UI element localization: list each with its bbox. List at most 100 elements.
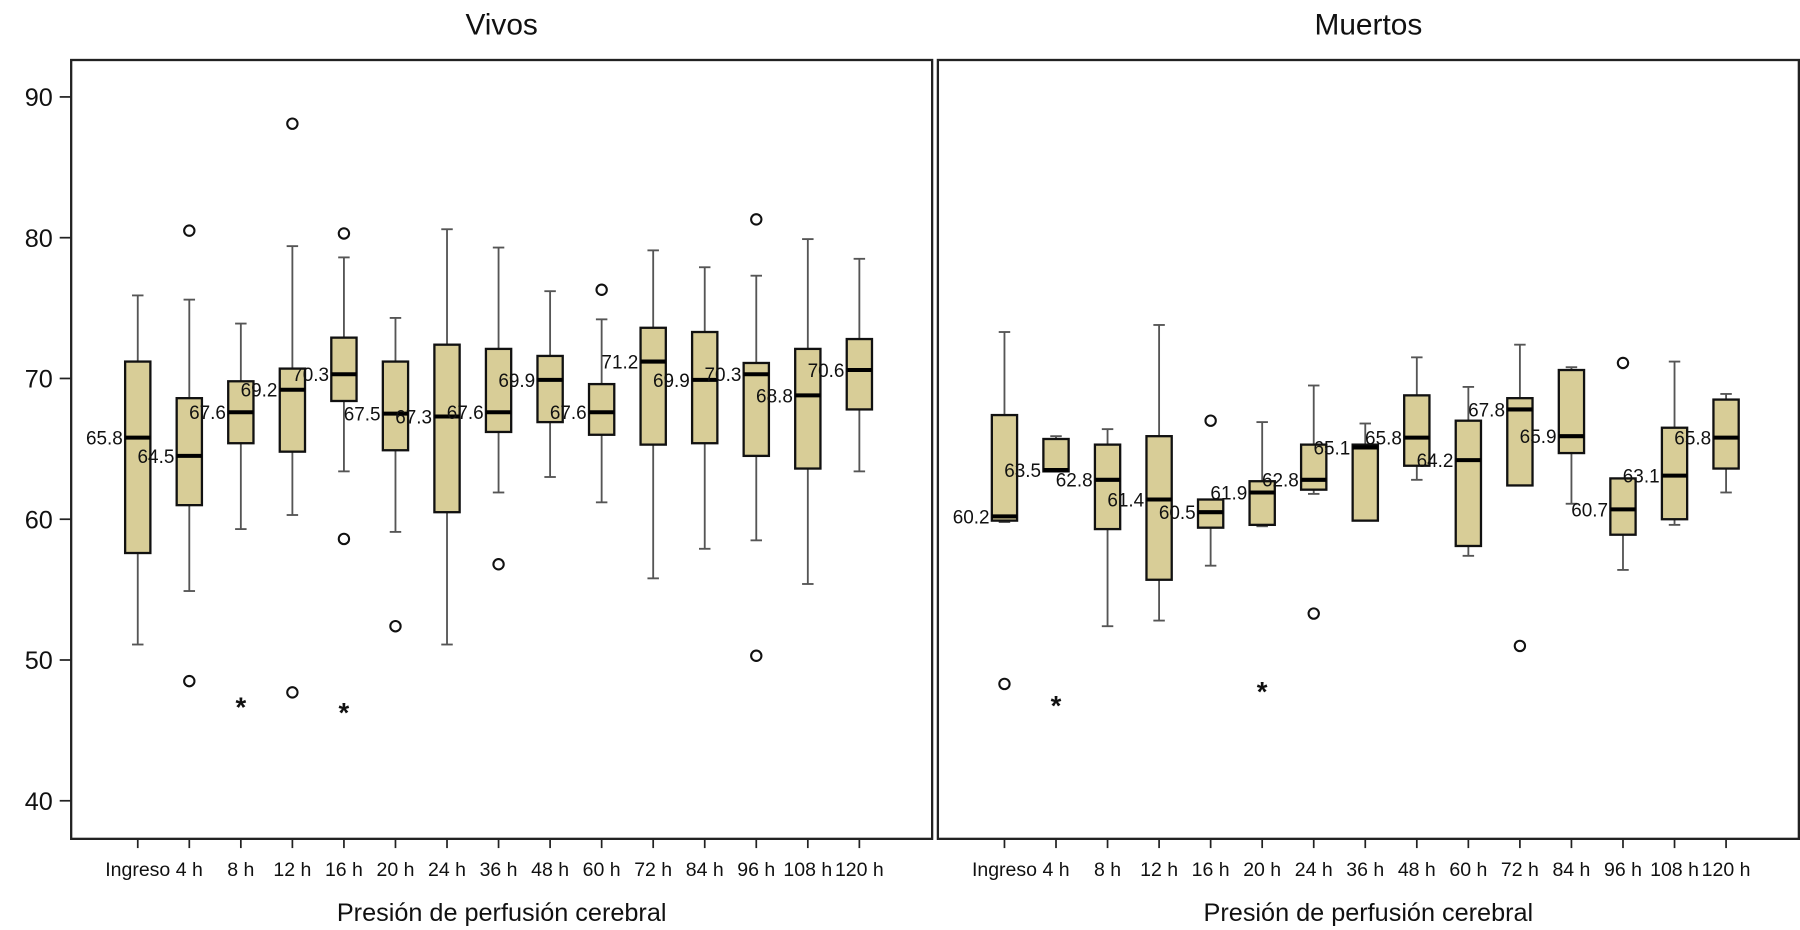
- x-tick-label: 84 h: [686, 859, 724, 881]
- box-iqr: [278, 367, 307, 453]
- x-tick-label: 12 h: [273, 859, 311, 881]
- panel-title: Vivos: [465, 9, 537, 42]
- outlier-circle: [750, 213, 763, 226]
- box-36h: 65.1: [1314, 422, 1380, 522]
- x-tick-label: Ingreso: [972, 859, 1037, 881]
- box-iqr: [1557, 368, 1586, 455]
- panel-title: Muertos: [1314, 9, 1422, 42]
- x-tick-label: 16 h: [325, 859, 363, 881]
- box-iqr: [1454, 419, 1483, 548]
- median-label: 62.8: [1056, 471, 1093, 492]
- outlier-star: *: [1051, 690, 1062, 721]
- outlier-circle: [1513, 639, 1527, 653]
- median-label: 61.4: [1107, 490, 1144, 511]
- box-12h: 61.4: [1107, 324, 1173, 622]
- box-60h: 67.6: [550, 283, 616, 504]
- x-tick-label: 48 h: [1398, 859, 1436, 881]
- x-tick-label: 96 h: [737, 859, 775, 881]
- x-tick-label: 8 h: [1094, 859, 1121, 881]
- y-tick-label: 50: [25, 647, 53, 675]
- box-iqr: [123, 360, 152, 555]
- box-iqr: [1042, 437, 1070, 473]
- panel-muertos: Muertos Ingreso 60.2 4 h 63.5 * 8 h 62.8 12 h 61.…: [936, 9, 1800, 927]
- y-tick-label: 80: [25, 225, 53, 253]
- box-iqr: [1506, 397, 1534, 487]
- median-label: 63.5: [1004, 461, 1041, 482]
- outlier-circle: [492, 558, 505, 571]
- box-108h: 68.8: [756, 238, 822, 585]
- median-label: 62.8: [1262, 471, 1299, 492]
- x-tick-label: 8 h: [227, 859, 254, 881]
- median-label: 65.8: [1674, 428, 1711, 449]
- median-label: 69.9: [498, 371, 535, 392]
- x-tick-label: 20 h: [1243, 859, 1281, 881]
- x-tick-label: 4 h: [1042, 859, 1069, 881]
- median-label: 69.9: [653, 371, 690, 392]
- box-8h: 67.6 *: [189, 322, 255, 723]
- box-12h: 69.2: [241, 117, 307, 699]
- box-96h: 60.7: [1571, 356, 1637, 571]
- x-tick-label: 84 h: [1552, 859, 1590, 881]
- median-label: 67.6: [189, 403, 226, 424]
- x-tick-label: 108 h: [783, 859, 832, 881]
- x-tick-label: 36 h: [480, 859, 518, 881]
- box-120h: 65.8: [1674, 393, 1740, 494]
- median-label: 61.9: [1210, 483, 1247, 504]
- box-iqr: [1093, 443, 1122, 531]
- median-label: 67.3: [395, 407, 432, 428]
- median-label: 65.9: [1520, 427, 1557, 448]
- median-label: 60.7: [1571, 500, 1608, 521]
- box-24h: 62.8: [1262, 384, 1328, 620]
- median-label: 64.5: [138, 447, 175, 468]
- box-iqr: [587, 382, 616, 436]
- median-label: 70.3: [705, 365, 742, 386]
- box-84h: 65.9: [1520, 366, 1586, 505]
- box-20h: 67.5: [344, 317, 410, 633]
- y-tick-label: 60: [25, 506, 53, 534]
- box-48h: 69.9: [498, 290, 564, 478]
- x-tick-label: 24 h: [428, 859, 466, 881]
- box-72h: 71.2: [601, 249, 667, 580]
- box-ingreso: 60.2: [953, 331, 1019, 691]
- box-16h: 60.5: [1159, 414, 1225, 567]
- box-iqr: [1403, 394, 1431, 467]
- box-iqr: [794, 347, 822, 470]
- outlier-circle: [1616, 356, 1630, 370]
- box-4h: 63.5 *: [1004, 435, 1070, 721]
- x-tick-label: 36 h: [1346, 859, 1384, 881]
- box-iqr: [639, 326, 667, 446]
- y-tick-label: 70: [25, 366, 53, 394]
- box-108h: 63.1: [1623, 360, 1689, 526]
- box-iqr: [1660, 426, 1689, 521]
- median-label: 67.5: [344, 405, 381, 426]
- outlier-circle: [595, 283, 608, 297]
- box-iqr: [536, 354, 564, 424]
- x-tick-label: 72 h: [1501, 859, 1539, 881]
- box-iqr: [742, 361, 771, 458]
- box-iqr: [381, 360, 410, 452]
- box-iqr: [1712, 398, 1740, 470]
- x-tick-label: 24 h: [1295, 859, 1333, 881]
- box-iqr: [1248, 480, 1276, 527]
- median-label: 69.2: [241, 381, 278, 402]
- x-axis-label: Presión de perfusión cerebral: [337, 899, 667, 927]
- x-tick-label: 72 h: [634, 859, 672, 881]
- box-iqr: [1299, 443, 1328, 491]
- outlier-circle: [1307, 607, 1320, 620]
- median-label: 64.2: [1417, 451, 1454, 472]
- box-ingreso: 65.8: [86, 294, 152, 646]
- x-tick-label: 96 h: [1604, 859, 1642, 881]
- x-tick-label: 60 h: [1449, 859, 1487, 881]
- outlier-circle: [286, 686, 299, 699]
- median-label: 63.1: [1623, 466, 1660, 487]
- outlier-circle: [337, 532, 351, 546]
- x-tick-label: 4 h: [176, 859, 203, 881]
- median-label: 67.6: [550, 403, 587, 424]
- outlier-circle: [183, 674, 196, 688]
- box-16h: 70.3 *: [292, 227, 358, 728]
- x-axis-label: Presión de perfusión cerebral: [1204, 899, 1534, 927]
- box-iqr: [330, 336, 358, 403]
- box-iqr: [175, 397, 204, 507]
- y-tick-label: 40: [25, 788, 53, 816]
